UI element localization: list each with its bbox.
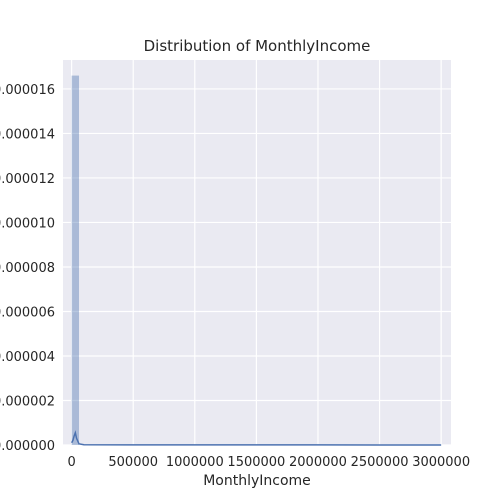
- y-tick-label: 0.000016: [0, 83, 55, 98]
- grid-layer: [63, 60, 451, 446]
- y-tick-label: 0.000012: [0, 172, 55, 187]
- histogram-layer: [71, 75, 80, 445]
- x-tick-label: 500000: [108, 455, 158, 470]
- x-tick-label: 0: [67, 455, 75, 470]
- chart-title: Distribution of MonthlyIncome: [144, 37, 371, 55]
- kde-layer: [70, 430, 442, 446]
- y-tick-label: 0.000006: [0, 305, 55, 320]
- y-tick-label: 0.000014: [0, 127, 55, 142]
- kde-line: [70, 430, 442, 446]
- x-axis-label: MonthlyIncome: [203, 473, 311, 489]
- y-axis-ticks: 0.000000 0.000002 0.000004 0.000006 0.000008…: [0, 83, 55, 454]
- y-tick-label: 0.000004: [0, 350, 55, 365]
- x-tick-label: 1500000: [227, 455, 285, 470]
- x-axis-ticks: 0 500000 1000000 1500000 2000000 2500000 30000…: [67, 455, 470, 470]
- x-tick-label: 2000000: [289, 455, 347, 470]
- y-tick-label: 0.000000: [0, 439, 55, 454]
- y-tick-label: 0.000008: [0, 261, 55, 276]
- y-tick-label: 0.000010: [0, 216, 55, 231]
- histogram-bar: [71, 75, 80, 445]
- y-tick-label: 0.000002: [0, 394, 55, 409]
- plot-background: [63, 60, 451, 445]
- x-tick-label: 2500000: [351, 455, 409, 470]
- x-tick-label: 1000000: [166, 455, 224, 470]
- x-tick-label: 3000000: [412, 455, 470, 470]
